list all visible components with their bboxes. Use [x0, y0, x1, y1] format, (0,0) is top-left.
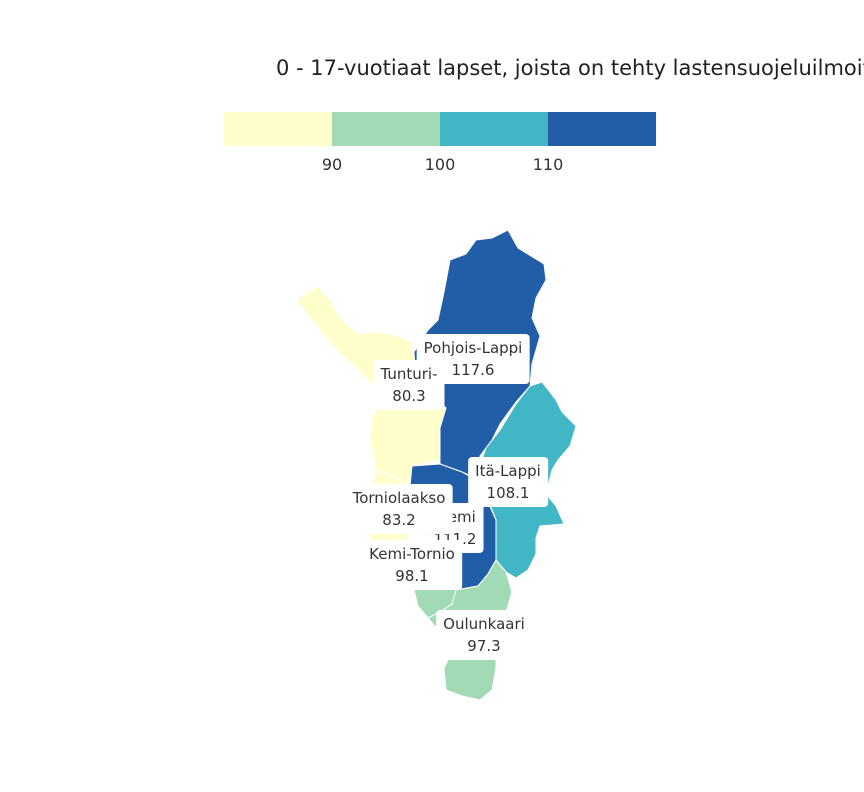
- label-pohjois-lappi-name: Pohjois-Lappi: [423, 339, 523, 357]
- legend-tick-100: 100: [424, 155, 456, 174]
- label-kemi-tornio-name: Kemi-Tornio: [369, 545, 455, 563]
- label-torniolaakso: Torniolaakso 83.2: [345, 484, 453, 534]
- legend-swatch-3: [440, 112, 548, 146]
- legend-swatch-4: [548, 112, 656, 146]
- legend-tick-110: 110: [532, 155, 564, 174]
- map-title: 0 - 17-vuotiaat lapset, joista on tehty …: [276, 56, 864, 80]
- label-pohjois-lappi-value: 117.6: [451, 361, 495, 379]
- label-ita-lappi-value: 108.1: [486, 484, 530, 502]
- label-ita-lappi: Itä-Lappi 108.1: [468, 457, 548, 507]
- label-oulunkaari-name: Oulunkaari: [443, 615, 525, 633]
- label-tunturi-lappi-name: Tunturi-: [380, 365, 438, 383]
- label-tunturi-lappi: Tunturi- 80.3: [373, 360, 445, 410]
- label-oulunkaari-value: 97.3: [467, 637, 501, 655]
- color-legend: [224, 112, 656, 146]
- label-ita-lappi-name: Itä-Lappi: [475, 462, 541, 480]
- label-oulunkaari: Oulunkaari 97.3: [436, 610, 532, 660]
- legend-swatch-1: [224, 112, 332, 146]
- legend-swatch-2: [332, 112, 440, 146]
- label-torniolaakso-value: 83.2: [382, 511, 416, 529]
- label-torniolaakso-name: Torniolaakso: [352, 489, 446, 507]
- label-tunturi-lappi-value: 80.3: [392, 387, 426, 405]
- label-kemi-tornio: Kemi-Tornio 98.1: [362, 540, 462, 590]
- legend-tick-90: 90: [321, 155, 343, 174]
- label-kemi-tornio-value: 98.1: [395, 567, 429, 585]
